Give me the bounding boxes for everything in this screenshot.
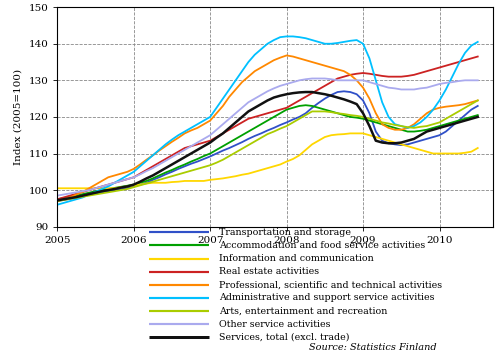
Text: Other service activities: Other service activities (219, 320, 331, 329)
Text: Source: Statistics Finland: Source: Statistics Finland (309, 343, 436, 352)
Text: Real estate activities: Real estate activities (219, 267, 319, 276)
Y-axis label: Index (2005=100): Index (2005=100) (14, 69, 23, 165)
Text: Services, total (excl. trade): Services, total (excl. trade) (219, 333, 350, 342)
Text: Information and communication: Information and communication (219, 254, 374, 263)
Text: Professional, scientific and technical activities: Professional, scientific and technical a… (219, 280, 442, 289)
Text: Administrative and support service activities: Administrative and support service activ… (219, 293, 435, 302)
Text: Accommodation and food service activities: Accommodation and food service activitie… (219, 241, 425, 250)
Text: Arts, entertainment and recreation: Arts, entertainment and recreation (219, 307, 387, 316)
Text: Transportation and storage: Transportation and storage (219, 228, 351, 237)
